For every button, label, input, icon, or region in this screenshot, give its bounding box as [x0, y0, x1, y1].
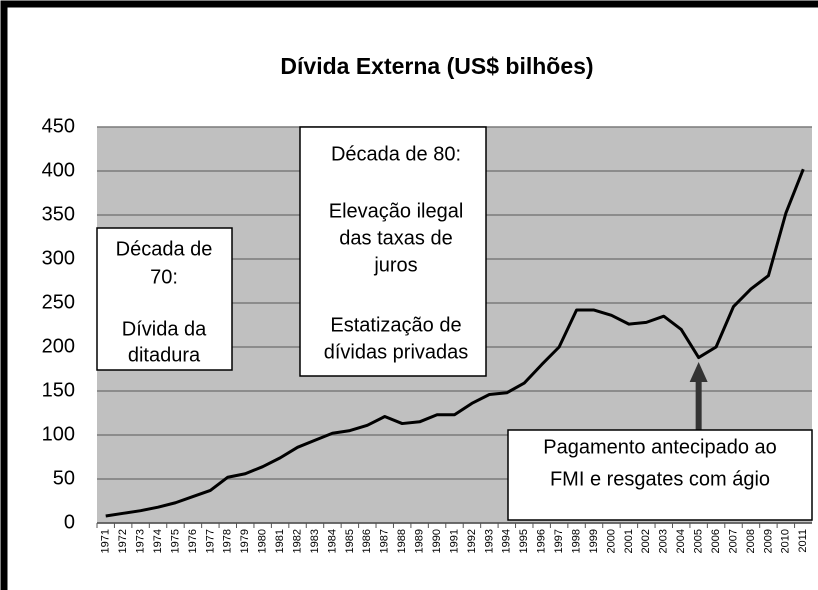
x-tick-label: 1976 [187, 529, 199, 553]
y-tick-label: 200 [42, 335, 75, 357]
x-tick-label: 1972 [117, 529, 129, 553]
y-tick-label: 300 [42, 247, 75, 269]
y-tick-label: 250 [42, 291, 75, 313]
annotation-text: Estatização de [330, 314, 461, 336]
x-tick-label: 1983 [309, 529, 321, 553]
x-tick-label: 1996 [536, 529, 548, 553]
annotation-text: juros [373, 254, 417, 276]
x-tick-label: 1991 [448, 529, 460, 553]
annotation-text: Pagamento antecipado ao [543, 436, 777, 458]
x-tick-label: 1973 [135, 529, 147, 553]
x-tick-label: 2006 [710, 529, 722, 553]
x-tick-label: 1999 [588, 529, 600, 553]
x-tick-label: 1994 [501, 529, 513, 553]
x-tick-label: 2000 [605, 529, 617, 553]
x-tick-label: 2011 [797, 529, 809, 553]
y-tick-label: 100 [42, 423, 75, 445]
x-tick-label: 1982 [291, 529, 303, 553]
x-tick-label: 2002 [640, 529, 652, 553]
y-tick-label: 350 [42, 203, 75, 225]
x-tick-label: 2004 [675, 529, 687, 553]
y-tick-label: 0 [64, 511, 75, 533]
x-tick-label: 1987 [379, 529, 391, 553]
x-tick-label: 2008 [745, 529, 757, 553]
annotation-box [96, 227, 233, 371]
x-tick-label: 1992 [466, 529, 478, 553]
annotation-text: 70: [150, 266, 178, 288]
annotation-text: Década de 80: [331, 143, 461, 165]
x-tick-label: 1995 [518, 529, 530, 553]
data-line [105, 168, 805, 518]
x-tick-label: 1979 [239, 529, 251, 553]
annotation-text: das taxas de [339, 227, 452, 249]
x-tick-label: 1975 [169, 529, 181, 553]
x-tick-label: 1993 [483, 529, 495, 553]
x-tick-label: 1998 [570, 529, 582, 553]
y-tick-label: 450 [42, 115, 75, 137]
annotation-box [299, 126, 487, 377]
annotation-text: Década de [116, 238, 213, 260]
annotation-text: Dívida da [122, 318, 207, 340]
chart-title: Dívida Externa (US$ bilhões) [280, 53, 593, 79]
x-tick-label: 1981 [274, 529, 286, 553]
x-tick-label: 1980 [257, 529, 269, 553]
annotation-text: Elevação ilegal [329, 200, 464, 222]
x-tick-label: 1989 [414, 529, 426, 553]
annotation-text: FMI e resgates com ágio [550, 468, 770, 490]
x-tick-label: 2010 [780, 529, 792, 553]
y-tick-label: 50 [53, 467, 75, 489]
x-tick-label: 1997 [553, 529, 565, 553]
x-tick-label: 1978 [222, 529, 234, 553]
x-tick-label: 1984 [326, 529, 338, 553]
x-tick-label: 1988 [396, 529, 408, 553]
x-tick-label: 2007 [727, 529, 739, 553]
x-tick-label: 1977 [204, 529, 216, 553]
y-tick-label: 150 [42, 379, 75, 401]
x-tick-label: 1986 [361, 529, 373, 553]
x-tick-label: 2001 [623, 529, 635, 553]
x-tick-label: 2005 [693, 529, 705, 553]
arrow-head [689, 362, 708, 382]
annotation-text: ditadura [128, 344, 201, 366]
annotation-box [507, 429, 813, 521]
y-tick-label: 400 [42, 159, 75, 181]
x-tick-label: 1990 [431, 529, 443, 553]
x-tick-label: 1974 [152, 529, 164, 553]
x-tick-label: 2009 [762, 529, 774, 553]
x-tick-label: 1985 [344, 529, 356, 553]
x-tick-label: 1971 [100, 529, 112, 553]
annotation-text: dívidas privadas [324, 341, 469, 363]
x-tick-label: 2003 [658, 529, 670, 553]
